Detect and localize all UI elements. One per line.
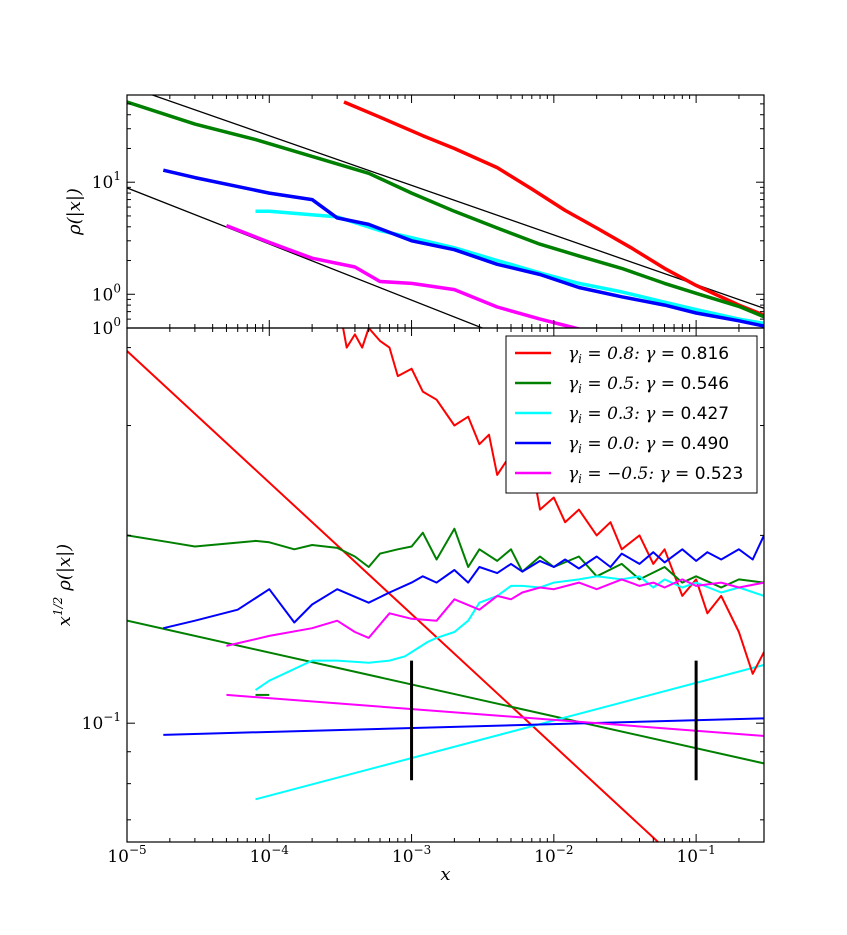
legend-box (505, 335, 758, 494)
axes-frame (126, 94, 765, 843)
top-panel (127, 95, 764, 328)
bottom-series-4 (226, 578, 764, 647)
legend-label-2: γi = 0.3: γ = 0.427 (568, 404, 729, 426)
top-series-1 (127, 100, 764, 319)
legend-label-3: γi = 0.0: γ = 0.490 (568, 434, 729, 456)
legend-label-4: γi = −0.5: γ = 0.523 (568, 464, 743, 486)
bottom-axes-box (126, 327, 765, 843)
top-y-tick-label-1: 100 (92, 281, 121, 305)
bottom-series-3 (163, 534, 764, 630)
bottom-series-2 (254, 575, 764, 691)
bottom-series-1 (127, 527, 764, 589)
legend: γi = 0.8: γ = 0.816 γi = 0.5: γ = 0.546 γi… (505, 335, 758, 494)
x-tick-label-0: 10−5 (107, 843, 146, 867)
bottom-y-tick-label-0: 10−1 (82, 710, 121, 734)
fit-line-3 (163, 717, 764, 736)
axis-labels: 10−5 10−4 10−3 10−2 10−1 101 100 100 10−1 x ρ(|x|)… (51, 169, 716, 885)
reference-line-0 (150, 95, 764, 309)
legend-label-0: γi = 0.8: γ = 0.816 (568, 344, 729, 366)
top-series-4 (225, 223, 583, 328)
fit-line-1 (127, 619, 764, 765)
bottom-y-axis-label: x1/2ρ(|x|) (51, 544, 75, 626)
fit-line-4 (226, 693, 764, 737)
top-y-tick-label-bottom: 100 (92, 315, 121, 339)
legend-label-1: γi = 0.5: γ = 0.546 (568, 374, 729, 396)
x-tick-label-3: 10−2 (534, 843, 573, 867)
x-tick-label-4: 10−1 (676, 843, 715, 867)
fit-line-0 (127, 350, 659, 842)
top-series-3 (162, 168, 764, 328)
x-tick-label-1: 10−4 (250, 843, 290, 867)
fit-line-2 (255, 663, 764, 801)
top-y-axis-label: ρ(|x|) (64, 188, 85, 236)
x-tick-label-2: 10−3 (392, 843, 431, 867)
x-axis-label: x (440, 864, 450, 885)
top-y-tick-label-0: 101 (92, 169, 121, 193)
top-series-0 (343, 100, 764, 317)
